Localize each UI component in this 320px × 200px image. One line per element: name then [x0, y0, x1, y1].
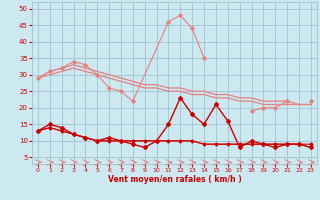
X-axis label: Vent moyen/en rafales ( km/h ): Vent moyen/en rafales ( km/h ): [108, 175, 241, 184]
